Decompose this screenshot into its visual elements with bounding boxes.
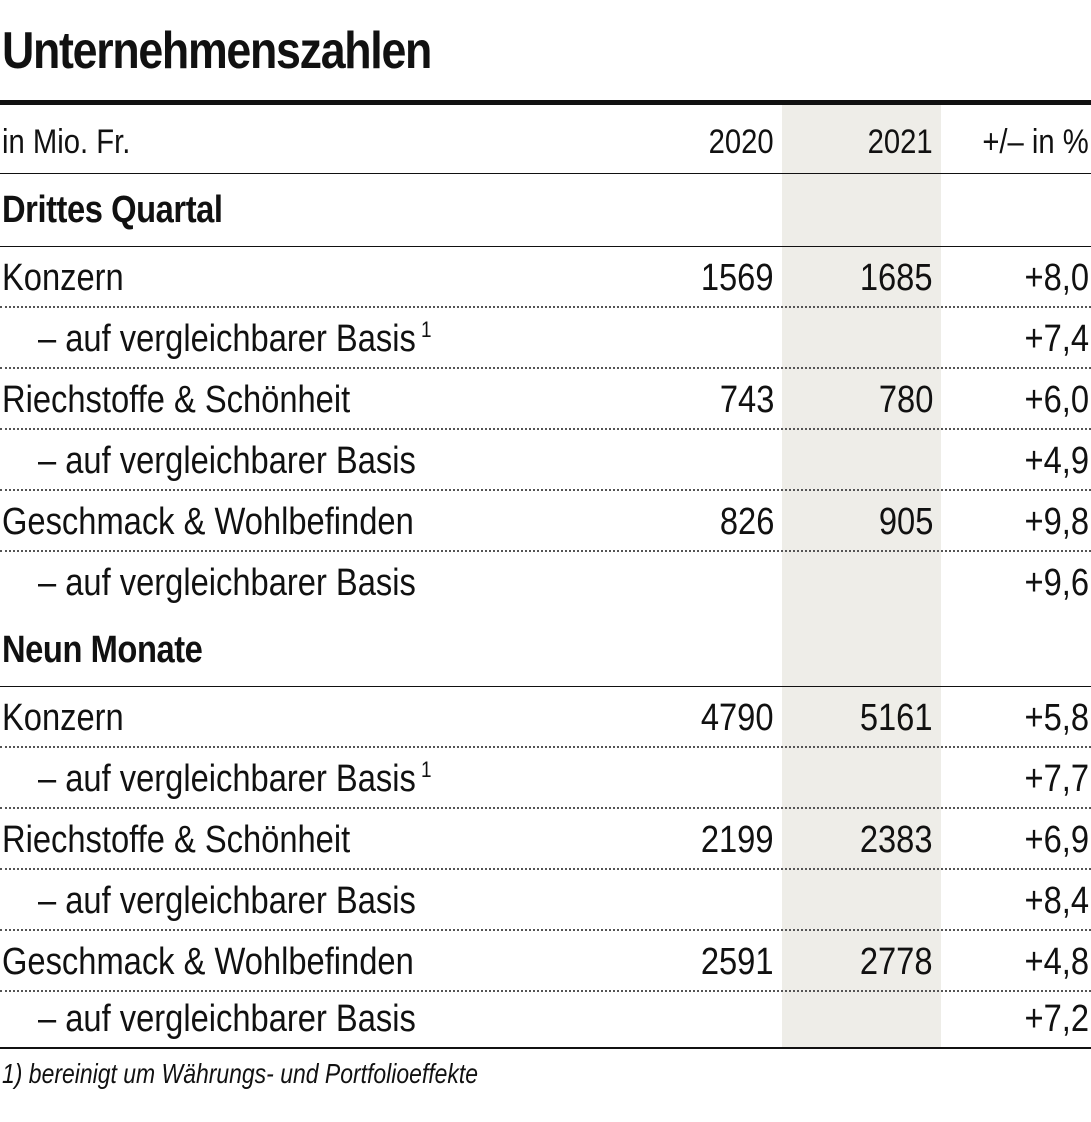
table-row: Riechstoffe & Schönheit 743 780 +6,0 xyxy=(0,369,1091,430)
row-label: – auf vergleichbarer Basis xyxy=(38,880,416,922)
section-title: Drittes Quartal xyxy=(2,189,223,231)
row-label: – auf vergleichbarer Basis xyxy=(38,562,416,604)
change-percent: +6,9 xyxy=(1024,819,1089,861)
change-percent: +8,0 xyxy=(1024,257,1089,299)
change-percent: +4,8 xyxy=(1024,941,1089,983)
row-label: – auf vergleichbarer Basis xyxy=(38,758,416,800)
title-rule xyxy=(0,100,1091,105)
column-header-change: +/– in % xyxy=(982,123,1089,161)
footnote-text: 1) bereinigt um Währungs- und Portfolioe… xyxy=(2,1058,479,1089)
value-2021: 1685 xyxy=(860,257,933,299)
column-header-2020: 2020 xyxy=(708,123,774,161)
value-2020: 743 xyxy=(719,379,774,421)
table-row: – auf vergleichbarer Basis +8,4 xyxy=(0,870,1091,931)
value-2021: 905 xyxy=(878,501,933,543)
highlight-column-2021 xyxy=(782,105,941,1048)
value-2020: 2591 xyxy=(701,941,774,983)
row-label: Konzern xyxy=(2,257,124,299)
table-row: – auf vergleichbarer Basis 1 +7,7 xyxy=(0,748,1091,809)
table-row: Konzern 1569 1685 +8,0 xyxy=(0,247,1091,308)
row-label-subtotal: – auf vergleichbarer Basis 1 xyxy=(38,308,432,370)
change-percent: +9,8 xyxy=(1024,501,1089,543)
change-percent: +6,0 xyxy=(1024,379,1089,421)
row-label: Geschmack & Wohlbefinden xyxy=(2,501,414,543)
section-heading: Drittes Quartal xyxy=(0,174,1091,247)
unit-label: in Mio. Fr. xyxy=(2,123,131,161)
table-row: – auf vergleichbarer Basis +9,6 xyxy=(0,552,1091,611)
row-label: Konzern xyxy=(2,697,124,739)
change-percent: +7,4 xyxy=(1024,318,1089,360)
change-percent: +4,9 xyxy=(1024,440,1089,482)
footnote-marker: 1 xyxy=(420,757,432,783)
row-label: Riechstoffe & Schönheit xyxy=(2,379,351,421)
table-row: – auf vergleichbarer Basis +4,9 xyxy=(0,430,1091,491)
change-percent: +8,4 xyxy=(1024,880,1089,922)
page-title: Unternehmenszahlen xyxy=(2,22,432,80)
value-2021: 2383 xyxy=(860,819,933,861)
footnote-marker: 1 xyxy=(420,317,432,343)
row-label: Riechstoffe & Schönheit xyxy=(2,819,351,861)
change-percent: +5,8 xyxy=(1024,697,1089,739)
table-row: Konzern 4790 5161 +5,8 xyxy=(0,687,1091,748)
change-percent: +7,7 xyxy=(1024,758,1089,800)
section-heading: Neun Monate xyxy=(0,614,1091,687)
table-row: – auf vergleichbarer Basis 1 +7,4 xyxy=(0,308,1091,369)
value-2021: 780 xyxy=(878,379,933,421)
value-2020: 4790 xyxy=(701,697,774,739)
table-row: Riechstoffe & Schönheit 2199 2383 +6,9 xyxy=(0,809,1091,870)
table-row: Geschmack & Wohlbefinden 826 905 +9,8 xyxy=(0,491,1091,552)
value-2020: 2199 xyxy=(701,819,774,861)
row-label-subtotal: – auf vergleichbarer Basis 1 xyxy=(38,748,432,810)
row-label: – auf vergleichbarer Basis xyxy=(38,318,416,360)
value-2021: 5161 xyxy=(860,697,933,739)
change-percent: +7,2 xyxy=(1024,998,1089,1040)
section-title: Neun Monate xyxy=(2,629,203,671)
row-label: Geschmack & Wohlbefinden xyxy=(2,941,414,983)
value-2020: 1569 xyxy=(701,257,774,299)
value-2021: 2778 xyxy=(860,941,933,983)
table-row: – auf vergleichbarer Basis +7,2 xyxy=(0,988,1091,1047)
row-label: – auf vergleichbarer Basis xyxy=(38,440,416,482)
value-2020: 826 xyxy=(719,501,774,543)
column-header-2021: 2021 xyxy=(867,123,933,161)
change-percent: +9,6 xyxy=(1024,562,1089,604)
table-header: in Mio. Fr. 2020 2021 +/– in % xyxy=(0,111,1091,174)
table-bottom-rule xyxy=(0,1047,1091,1049)
row-label: – auf vergleichbarer Basis xyxy=(38,998,416,1040)
table-row: Geschmack & Wohlbefinden 2591 2778 +4,8 xyxy=(0,931,1091,992)
